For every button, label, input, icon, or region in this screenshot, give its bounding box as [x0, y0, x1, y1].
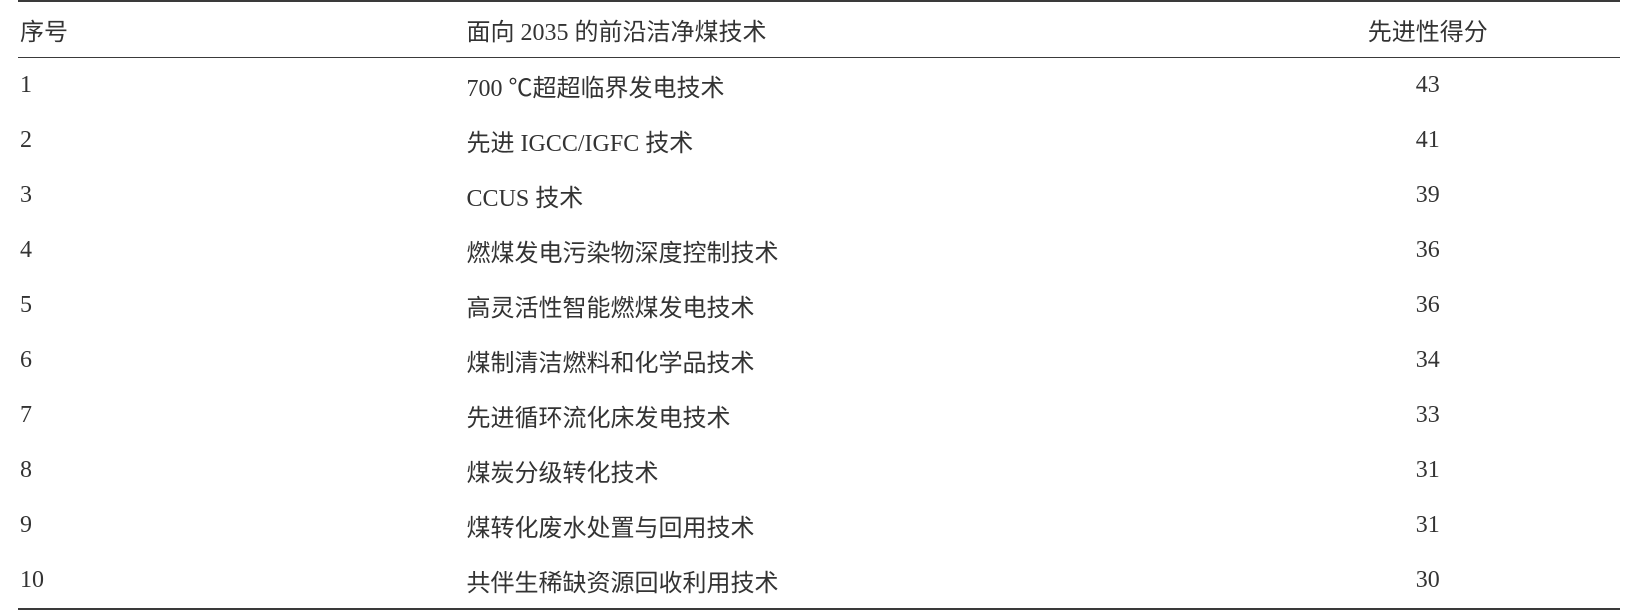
cell-tech: CCUS 技术	[467, 168, 1236, 223]
cell-index: 6	[18, 333, 467, 388]
cell-score: 43	[1236, 58, 1621, 114]
cell-score: 31	[1236, 443, 1621, 498]
table-row: 5 高灵活性智能燃煤发电技术 36	[18, 278, 1620, 333]
column-header-score: 先进性得分	[1236, 1, 1621, 58]
table-container: 序号 面向 2035 的前沿洁净煤技术 先进性得分 1 700 ℃超超临界发电技…	[0, 0, 1638, 610]
cell-score: 30	[1236, 553, 1621, 609]
cell-tech: 高灵活性智能燃煤发电技术	[467, 278, 1236, 333]
cell-index: 3	[18, 168, 467, 223]
cell-index: 8	[18, 443, 467, 498]
table-header: 序号 面向 2035 的前沿洁净煤技术 先进性得分	[18, 1, 1620, 58]
table-row: 6 煤制清洁燃料和化学品技术 34	[18, 333, 1620, 388]
column-header-tech: 面向 2035 的前沿洁净煤技术	[467, 1, 1236, 58]
cell-tech: 煤转化废水处置与回用技术	[467, 498, 1236, 553]
cell-index: 7	[18, 388, 467, 443]
clean-coal-tech-table: 序号 面向 2035 的前沿洁净煤技术 先进性得分 1 700 ℃超超临界发电技…	[18, 0, 1620, 610]
table-row: 9 煤转化废水处置与回用技术 31	[18, 498, 1620, 553]
cell-index: 10	[18, 553, 467, 609]
cell-index: 1	[18, 58, 467, 114]
cell-tech: 燃煤发电污染物深度控制技术	[467, 223, 1236, 278]
cell-score: 34	[1236, 333, 1621, 388]
column-header-index: 序号	[18, 1, 467, 58]
table-row: 1 700 ℃超超临界发电技术 43	[18, 58, 1620, 114]
cell-tech: 先进 IGCC/IGFC 技术	[467, 113, 1236, 168]
cell-score: 36	[1236, 278, 1621, 333]
table-row: 7 先进循环流化床发电技术 33	[18, 388, 1620, 443]
table-row: 4 燃煤发电污染物深度控制技术 36	[18, 223, 1620, 278]
cell-index: 4	[18, 223, 467, 278]
table-row: 3 CCUS 技术 39	[18, 168, 1620, 223]
cell-score: 36	[1236, 223, 1621, 278]
table-row: 10 共伴生稀缺资源回收利用技术 30	[18, 553, 1620, 609]
cell-index: 2	[18, 113, 467, 168]
table-row: 8 煤炭分级转化技术 31	[18, 443, 1620, 498]
cell-score: 31	[1236, 498, 1621, 553]
cell-score: 39	[1236, 168, 1621, 223]
cell-tech: 煤制清洁燃料和化学品技术	[467, 333, 1236, 388]
cell-index: 5	[18, 278, 467, 333]
cell-tech: 700 ℃超超临界发电技术	[467, 58, 1236, 114]
table-row: 2 先进 IGCC/IGFC 技术 41	[18, 113, 1620, 168]
cell-tech: 先进循环流化床发电技术	[467, 388, 1236, 443]
table-header-row: 序号 面向 2035 的前沿洁净煤技术 先进性得分	[18, 1, 1620, 58]
cell-score: 33	[1236, 388, 1621, 443]
table-body: 1 700 ℃超超临界发电技术 43 2 先进 IGCC/IGFC 技术 4 1 …	[18, 58, 1620, 610]
cell-index: 9	[18, 498, 467, 553]
cell-score: 41	[1236, 113, 1621, 168]
cell-tech: 煤炭分级转化技术	[467, 443, 1236, 498]
cell-tech: 共伴生稀缺资源回收利用技术	[467, 553, 1236, 609]
